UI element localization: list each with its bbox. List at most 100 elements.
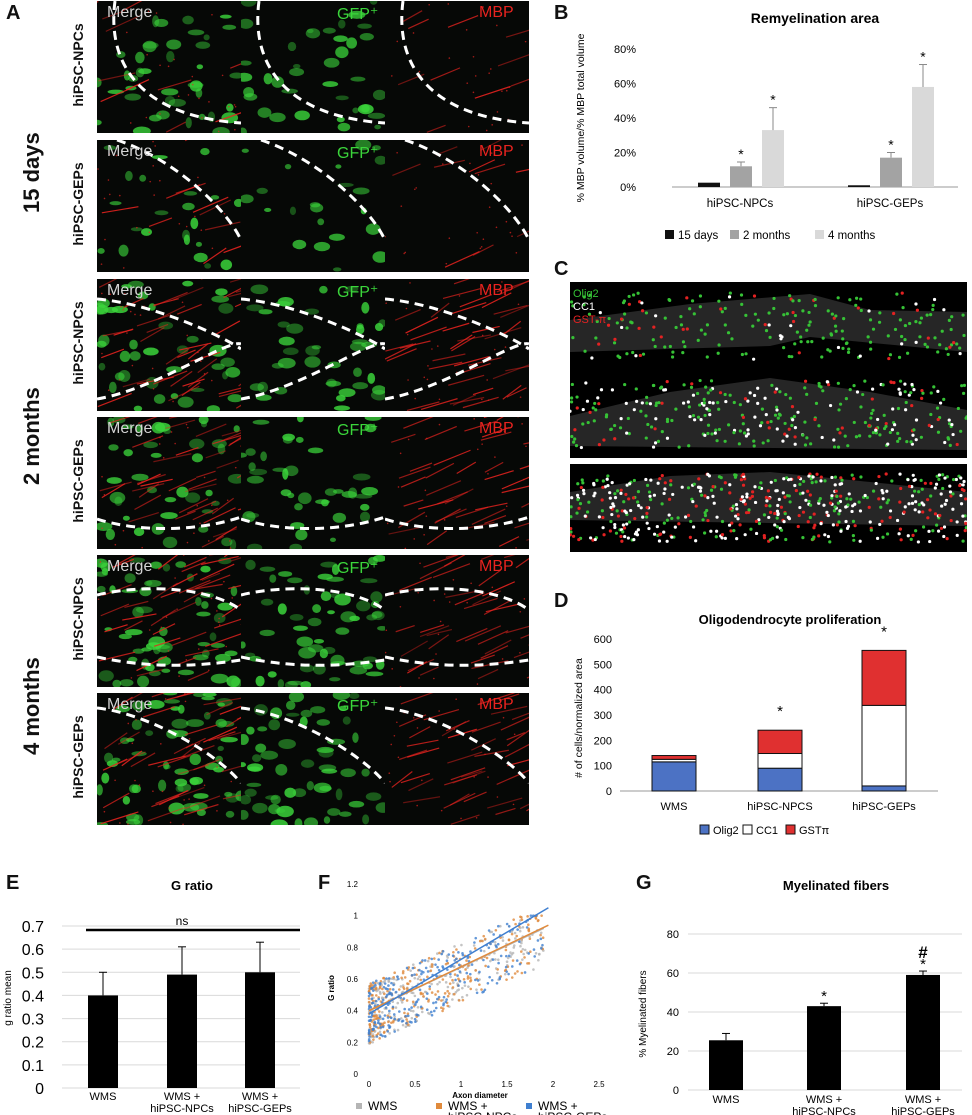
cell-dot [900,334,904,339]
scatter-point [437,958,440,961]
scatter-point [381,1001,384,1004]
y-axis-label: % Myelinated fibers [638,970,649,1057]
cell-dot [858,509,863,513]
legend-label: WMS +hiPSC-GEPs [538,1099,607,1115]
mbp-dot [436,345,439,347]
cell-dot [881,383,885,387]
cell-dot [949,327,953,332]
gfp-cell [123,449,133,457]
cell-dot [691,414,696,418]
scatter-point [416,998,420,1001]
mbp-dot [152,140,154,143]
gfp-cell [294,503,303,511]
cell-dot [939,526,944,530]
cell-dot [909,537,913,541]
mbp-dot [519,396,522,398]
y-tick-label: 500 [594,659,612,671]
cell-dot [846,503,850,507]
cell-dot [705,355,709,359]
scatter-point [389,1016,393,1020]
mbp-fiber [199,563,235,581]
scatter-point [405,966,409,970]
scatter-point [382,1031,386,1034]
scatter-point [387,1020,390,1024]
scatter-point [376,1021,380,1025]
scatter-point [446,968,449,971]
mbp-dot [118,378,121,381]
gfp-cell [363,656,377,663]
gfp-cell [313,241,331,252]
mbp-fiber [394,309,421,321]
mbp-dot [187,94,190,96]
mbp-dot [200,229,203,231]
scatter-point [446,994,450,998]
cell-dot [921,391,925,395]
cell-dot [751,490,755,494]
cell-dot [583,514,587,518]
cell-dot [570,300,574,304]
mbp-fiber [112,558,135,568]
cell-dot [713,431,717,435]
cell-dot [949,343,954,347]
cell-dot [703,332,707,336]
scatter-point [465,993,469,997]
mbp-dot [125,305,128,307]
cell-dot [596,396,600,400]
y-tick-label: 0.7 [22,919,44,936]
cell-dot [955,342,959,346]
cell-dot [898,391,902,395]
cell-dot [914,500,918,504]
cell-dot [777,412,781,416]
scatter-point [461,953,465,957]
cell-dot [850,509,854,514]
scatter-point [436,990,440,993]
gfp-cell [129,351,141,361]
cell-dot [897,355,902,359]
cell-dot [631,496,636,500]
mbp-fiber [496,417,504,421]
cell-dot [790,355,794,359]
cell-dot [717,427,721,432]
cell-dot [859,308,863,313]
scatter-point [538,952,541,956]
cell-type-label: hiPSC-GEPs [70,715,86,799]
gfp-cell [213,766,225,773]
cell-dot [898,379,903,383]
bar [807,1006,841,1090]
scatter-point [413,976,417,980]
gfp-cell [196,611,211,617]
mbp-fiber [409,726,431,739]
micrograph-mbp [385,140,529,272]
cell-dot [906,351,910,355]
mbp-fiber [211,497,235,515]
cell-dot [837,408,841,412]
mbp-dot [484,753,486,756]
gfp-cell [371,610,385,621]
lesion-border [241,297,385,401]
mbp-fiber [142,706,176,718]
cell-dot [888,509,893,513]
mbp-dot [193,532,195,534]
cell-dot [903,337,907,342]
mbp-fiber [130,693,143,701]
mbp-dot [503,430,506,433]
cell-dot [686,486,691,490]
cell-dot [962,383,967,387]
gfp-cell [129,784,139,794]
mbp-fiber [484,639,512,655]
cell-dot [570,400,574,404]
mbp-fiber [203,726,238,743]
cell-dot [768,335,772,339]
mbp-fiber [499,693,520,702]
cell-dot [670,355,675,359]
mbp-fiber [425,462,455,479]
cell-dot [709,379,714,383]
mbp-dot [115,154,118,157]
cell-dot [723,306,727,310]
scatter-point [393,1015,396,1018]
mbp-fiber [419,666,439,676]
cell-dot [581,407,585,412]
cell-dot [830,312,834,316]
cell-dot [647,490,652,494]
mbp-fiber [451,301,487,315]
